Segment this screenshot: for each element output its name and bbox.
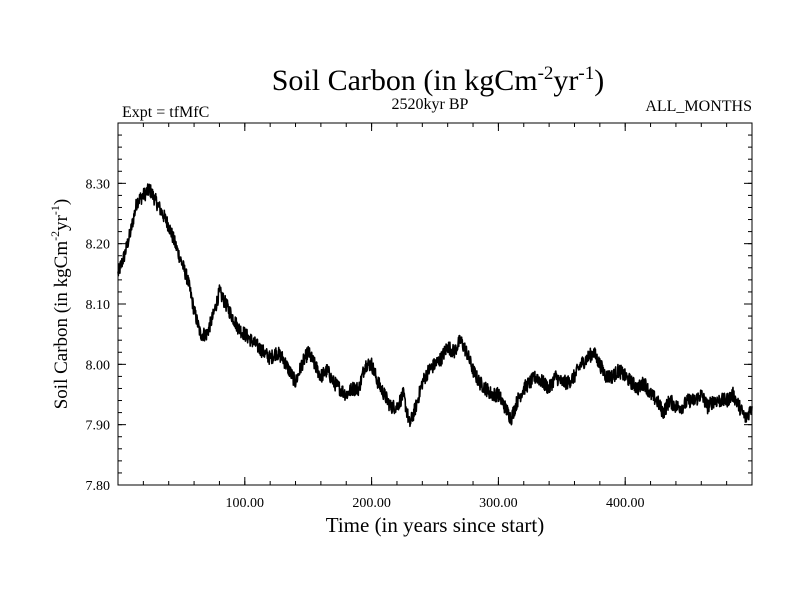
y-tick-label: 7.90 [86, 419, 111, 434]
x-tick-label: 100.00 [226, 496, 265, 511]
y-axis-ticks: 7.80 7.90 8.00 8.10 8.20 8.30 [86, 122, 752, 494]
plot-frame [117, 122, 753, 486]
chart-title: Soil Carbon (in kgCm-2yr-1) [272, 63, 605, 97]
series-group [117, 183, 753, 428]
x-axis-label: Time (in years since start) [326, 513, 545, 537]
period-label: 2520kyr BP [392, 96, 469, 113]
series-line [117, 183, 753, 428]
y-tick-label: 8.30 [86, 177, 111, 192]
x-tick-label: 300.00 [479, 496, 518, 511]
y-tick-label: 8.10 [86, 298, 111, 313]
experiment-label: Expt = tfMfC [122, 104, 209, 121]
y-tick-label: 7.80 [86, 479, 111, 494]
x-axis-ticks: 100.00 200.00 300.00 400.00 [142, 123, 728, 511]
y-tick-label: 8.20 [86, 238, 111, 253]
y-axis-label: Soil Carbon (in kgCm-2yr-1) [48, 199, 72, 410]
months-label: ALL_MONTHS [645, 98, 752, 115]
y-tick-label: 8.00 [86, 358, 111, 373]
x-tick-label: 200.00 [352, 496, 391, 511]
x-tick-label: 400.00 [606, 496, 645, 511]
